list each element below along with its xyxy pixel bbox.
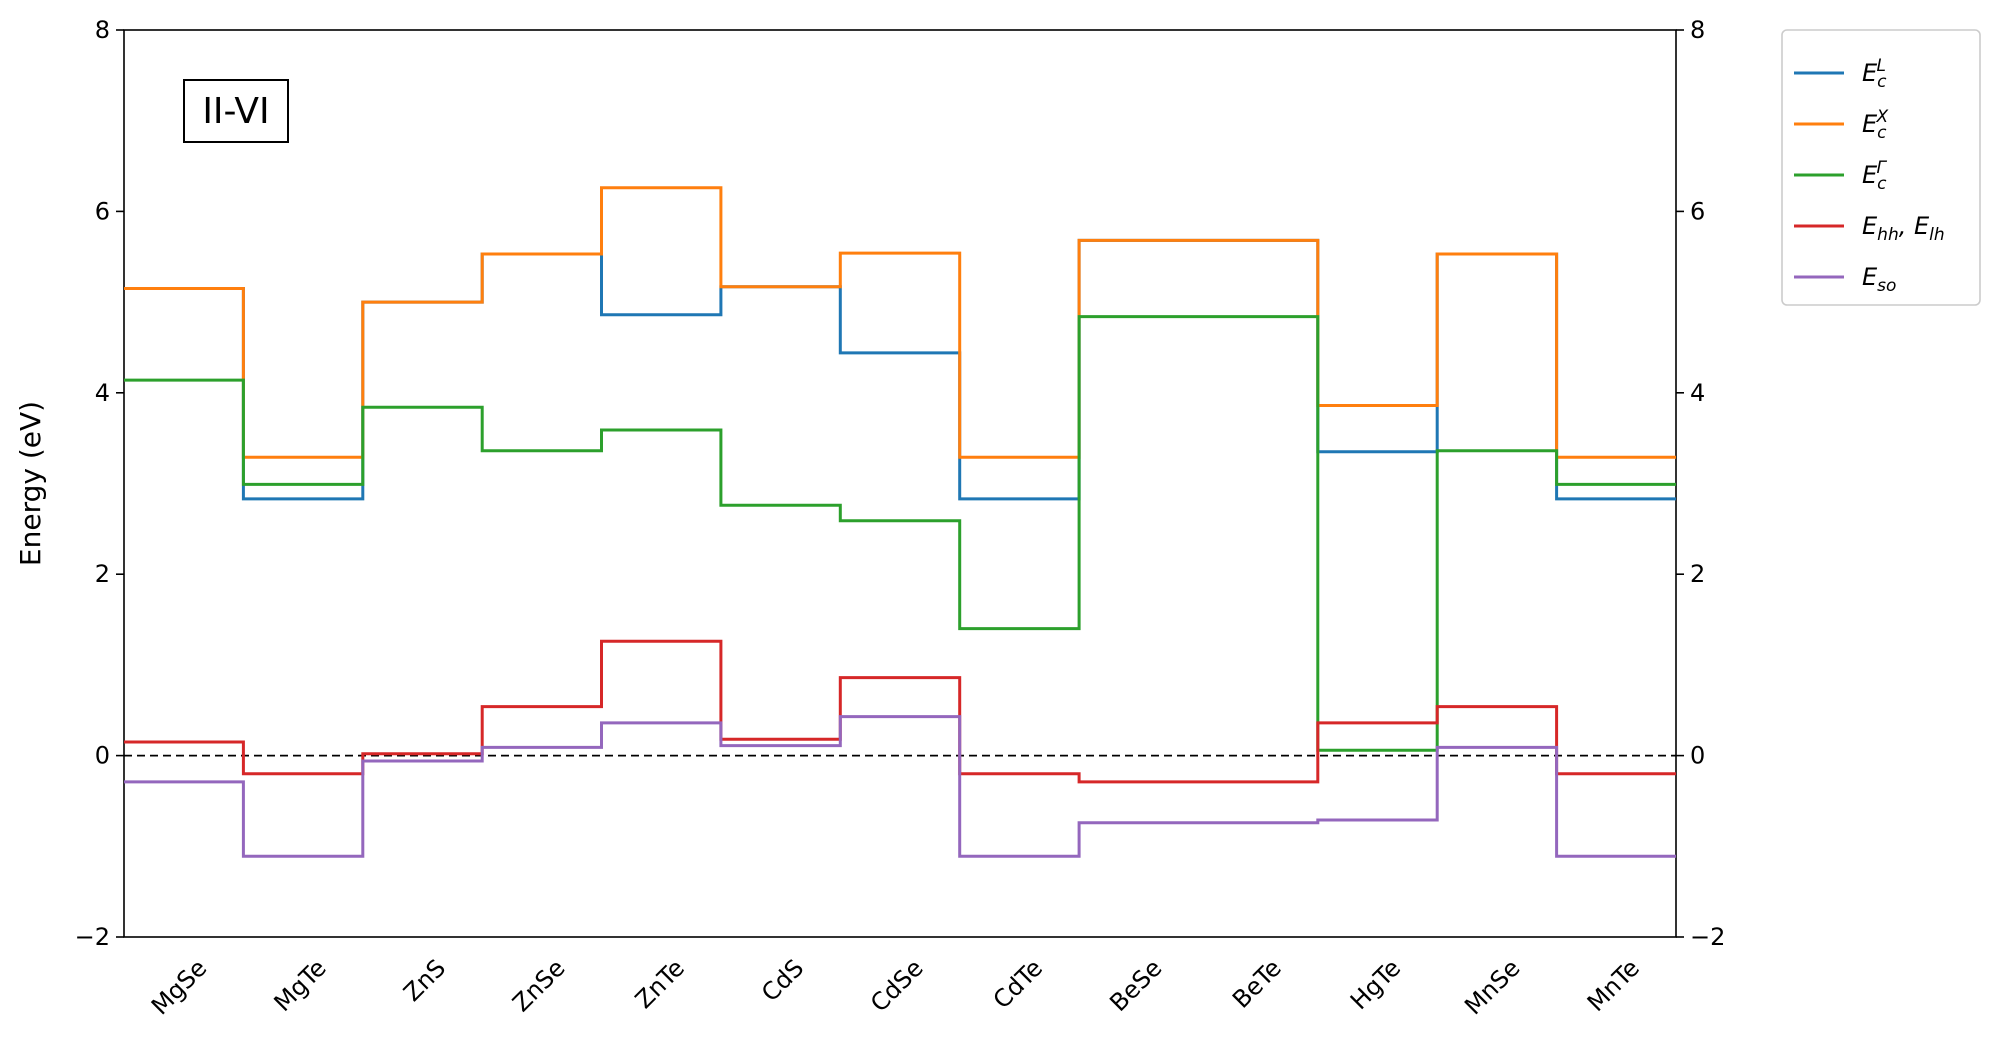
legend-label-1: EcX — [1862, 107, 1889, 143]
x-category-label: HgTe — [1345, 954, 1406, 1015]
labels: −2 −2 0 0 2 2 4 4 6 6 8 8 MgSe MgTe ZnS ZnSe ZnTe CdS CdSe… — [14, 16, 1725, 1020]
y-tick-label-right: 4 — [1690, 379, 1705, 407]
y-tick-label-right: 8 — [1690, 16, 1705, 44]
legend-box — [1781, 29, 1981, 306]
series-line-2 — [124, 315, 1676, 752]
x-category-label: BeSe — [1104, 954, 1167, 1017]
legend-label-sub: c — [1877, 72, 1887, 92]
x-category-label: MnSe — [1459, 954, 1525, 1020]
legend-label-2: EcΓ — [1862, 158, 1888, 194]
legend-label-main: E — [1862, 59, 1878, 87]
x-category-label: CdTe — [988, 954, 1048, 1014]
legend-label-main: E — [1862, 263, 1878, 291]
x-category-label: MnTe — [1582, 954, 1645, 1017]
legend-label-main: E — [1862, 212, 1878, 240]
x-category-label: ZnSe — [507, 954, 570, 1017]
y-tick-label-left: 0 — [95, 742, 110, 770]
y-tick-label-right: −2 — [1690, 923, 1725, 951]
y-tick-label-right: 2 — [1690, 560, 1705, 588]
legend-label-sub: c — [1877, 123, 1887, 143]
legend-label-sub: c — [1877, 174, 1887, 194]
annotation-box — [183, 79, 289, 143]
x-category-label: MgTe — [269, 954, 332, 1017]
y-tick-label-left: 6 — [95, 197, 110, 225]
legend-label-sup: X — [1876, 107, 1889, 127]
legend-label-sup: L — [1877, 56, 1886, 76]
y-tick-label-left: −2 — [75, 923, 110, 951]
legend-label-sub: hh — [1877, 225, 1899, 245]
y-tick-label-left: 2 — [95, 560, 110, 588]
legend-label-main: E — [1862, 110, 1878, 138]
series-line-4 — [124, 715, 1676, 858]
x-category-label: BeTe — [1227, 954, 1287, 1014]
x-category-label: CdSe — [865, 954, 929, 1018]
legend-label-main: E — [1862, 161, 1878, 189]
series-line-0 — [124, 238, 1676, 501]
x-category-label: ZnTe — [630, 954, 690, 1014]
y-axis-label: Energy (eV) — [14, 401, 47, 566]
legend-label-0: EcL — [1862, 56, 1887, 92]
x-category-label: CdS — [756, 954, 809, 1007]
y-tick-label-right: 6 — [1690, 197, 1705, 225]
y-tick-label-left: 4 — [95, 379, 110, 407]
series-line-3 — [124, 639, 1676, 784]
legend-label-sub: so — [1877, 276, 1896, 296]
series-lines — [124, 186, 1676, 858]
legend-label-sub: lh — [1929, 225, 1945, 245]
x-category-label: MgSe — [146, 954, 212, 1020]
legend-label-3: Ehh, Elh — [1862, 212, 1945, 245]
legend-label-sup: Γ — [1877, 158, 1888, 178]
legend-label-main: , E — [1899, 212, 1930, 240]
x-category-label: ZnS — [398, 954, 451, 1007]
y-tick-label-left: 8 — [95, 16, 110, 44]
annotation-text: II-VI — [202, 91, 269, 132]
series-line-1 — [124, 186, 1676, 459]
legend-label-4: Eso — [1862, 263, 1896, 296]
y-tick-label-right: 0 — [1690, 742, 1705, 770]
